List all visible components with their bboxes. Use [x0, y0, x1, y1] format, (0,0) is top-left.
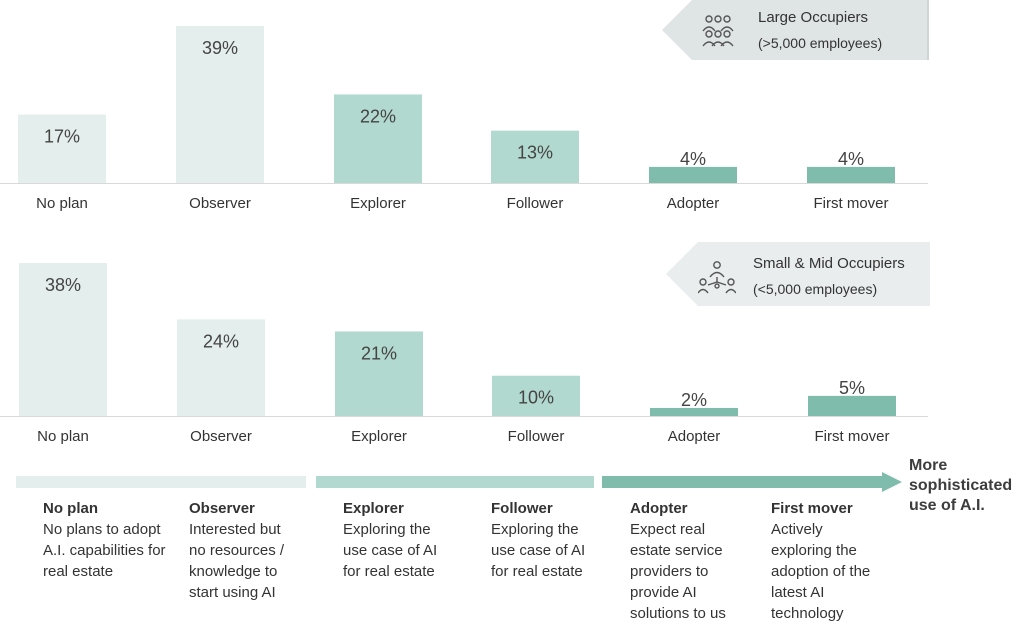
category-label: Adopter: [668, 428, 721, 445]
stage-band-light: [16, 476, 306, 488]
stage-name: Follower: [491, 500, 553, 517]
value-label: 24%: [203, 331, 239, 351]
stage-name: Explorer: [343, 500, 404, 517]
stage-name: No plan: [43, 500, 98, 517]
arrow-head-icon: [882, 472, 902, 492]
chart-large-occupiers: 17% No plan 39% Observer 22% Explorer 13% Follo…: [0, 0, 930, 215]
bar-no-plan: [19, 263, 107, 416]
category-label: Follower: [508, 428, 565, 445]
stage-description: Exploring the use case of AI for real es…: [491, 521, 586, 580]
stage-explorer: Explorer Exploring the use case of AI fo…: [343, 498, 453, 582]
stage-description: Interested but no resources / knowledge …: [189, 521, 285, 601]
small-mid-occupiers-bar-chart: 38% No plan 24% Observer 21% Explorer 10% Follo…: [0, 263, 928, 445]
value-label: 10%: [518, 388, 554, 408]
stage-band-mid: [316, 476, 594, 488]
category-label: Adopter: [667, 195, 720, 212]
bar-follower: [492, 375, 580, 416]
category-label: First mover: [814, 195, 889, 212]
bar-adopter: [650, 407, 738, 416]
value-label: 21%: [361, 343, 397, 363]
stage-description: No plans to adopt A.I. capabilities for …: [43, 521, 166, 580]
stage-description: Actively exploring the adoption of the l…: [771, 521, 871, 622]
stage-adopter: Adopter Expect real estate service provi…: [630, 498, 742, 624]
bar-no-plan: [18, 114, 106, 183]
value-label: 39%: [202, 38, 238, 58]
category-label: Explorer: [350, 195, 406, 212]
value-label: 4%: [680, 149, 706, 169]
large-occupiers-subtitle: (>5,000 employees): [758, 35, 883, 51]
bar-explorer: [334, 94, 422, 183]
small-mid-occupiers-subtitle: (<5,000 employees): [753, 281, 878, 297]
sophistication-arrow-label: More sophisticated use of A.I.: [909, 457, 1013, 514]
large-occupiers-bar-chart: 17% No plan 39% Observer 22% Explorer 13% Follo…: [0, 26, 928, 212]
chart-small-mid-occupiers: 38% No plan 24% Observer 21% Explorer 10% Follo…: [0, 235, 930, 450]
stage-name: First mover: [771, 500, 853, 517]
stage-follower: Follower Exploring the use case of AI fo…: [491, 498, 601, 582]
bar-observer: [177, 319, 265, 416]
banner-shape: [662, 0, 929, 60]
large-occupiers-banner: Large Occupiers (>5,000 employees): [662, 0, 930, 60]
bar-first-mover: [807, 166, 895, 183]
stage-name: Adopter: [630, 500, 688, 517]
bar-follower: [491, 130, 579, 183]
value-label: 17%: [44, 127, 80, 147]
stage-band-dark: [602, 476, 884, 488]
category-label: Observer: [190, 428, 252, 445]
value-label: 38%: [45, 275, 81, 295]
value-label: 13%: [517, 143, 553, 163]
stage-description: Exploring the use case of AI for real es…: [343, 521, 438, 580]
stage-observer: Observer Interested but no resources / k…: [189, 498, 301, 603]
value-label: 2%: [681, 390, 707, 410]
category-label: No plan: [37, 428, 89, 445]
value-label: 22%: [360, 106, 396, 126]
category-label: Explorer: [351, 428, 407, 445]
stage-name: Observer: [189, 500, 255, 517]
value-label: 5%: [839, 378, 865, 398]
bar-adopter: [649, 166, 737, 183]
bar-first-mover: [808, 395, 896, 416]
bar-explorer: [335, 331, 423, 416]
adoption-stage-legend: More sophisticated use of A.I. No plan N…: [0, 457, 1025, 630]
category-label: First mover: [815, 428, 890, 445]
stage-first-mover: First mover Actively exploring the adopt…: [771, 498, 881, 624]
stage-no-plan: No plan No plans to adopt A.I. capabilit…: [43, 498, 173, 582]
small-mid-occupiers-banner: Small & Mid Occupiers (<5,000 employees): [666, 242, 930, 306]
large-occupiers-title: Large Occupiers: [758, 9, 869, 26]
small-mid-occupiers-title: Small & Mid Occupiers: [753, 255, 905, 272]
category-label: Follower: [507, 195, 564, 212]
value-label: 4%: [838, 149, 864, 169]
bar-observer: [176, 26, 264, 183]
category-label: Observer: [189, 195, 251, 212]
category-label: No plan: [36, 195, 88, 212]
stage-description: Expect real estate service providers to …: [630, 521, 726, 622]
